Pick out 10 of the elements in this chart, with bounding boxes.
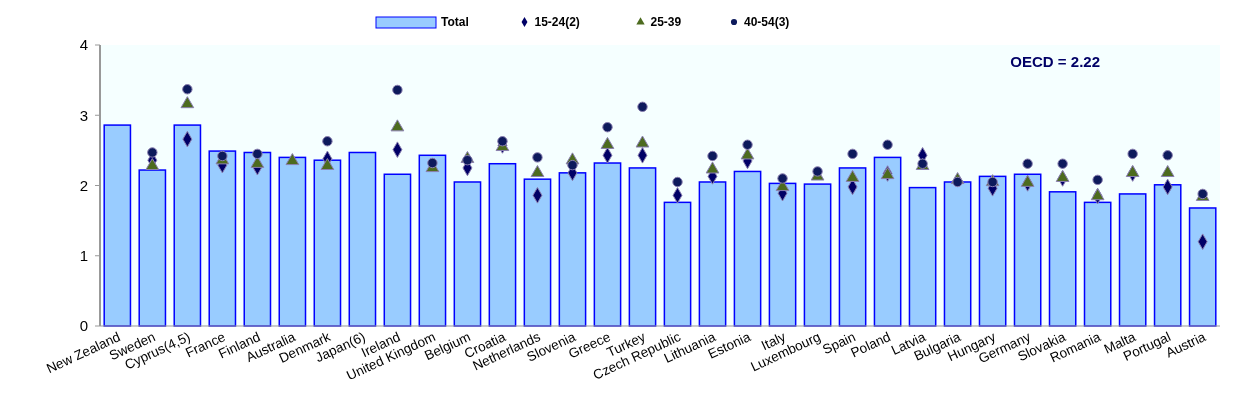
y-tick-label: 3 <box>79 106 88 124</box>
legend-label: 25-39 <box>650 15 682 29</box>
y-tick-label: 2 <box>79 176 88 194</box>
annotation: OECD = 2.22 <box>1010 53 1100 70</box>
legend-label: Total <box>441 15 469 29</box>
y-tick-label: 4 <box>79 36 88 54</box>
legend-label: 40-54(3) <box>744 15 790 29</box>
y-tick-label: 1 <box>79 247 88 264</box>
y-tick-label: 0 <box>79 317 88 335</box>
legend-label: 15-24(2) <box>534 15 580 29</box>
